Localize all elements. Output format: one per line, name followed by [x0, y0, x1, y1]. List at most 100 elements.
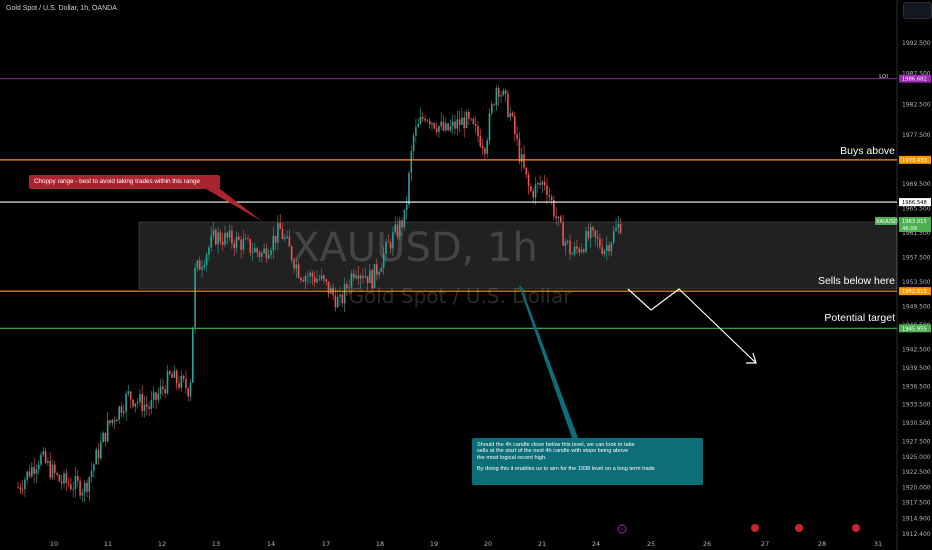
candle-body	[313, 277, 316, 283]
candle-body	[279, 223, 281, 230]
candle-body	[194, 267, 196, 328]
candle-body	[530, 186, 532, 192]
candle-body	[157, 393, 160, 400]
candle-body	[585, 231, 587, 252]
projection-arrow[interactable]	[627, 288, 757, 364]
candle-body	[187, 388, 189, 397]
candle-body	[580, 249, 583, 253]
candle-body	[401, 220, 403, 228]
candle-body	[415, 127, 417, 136]
us-flag-icon[interactable]	[852, 524, 860, 532]
candle-body	[249, 239, 252, 253]
candle-body	[389, 242, 392, 249]
candle-body	[54, 464, 56, 473]
candle-body	[541, 181, 544, 185]
symbol-tag	[875, 217, 897, 225]
candle-body	[31, 467, 33, 477]
price-tick-label: 1977.500	[902, 132, 931, 139]
candle-body	[387, 241, 390, 243]
candle-body	[539, 183, 541, 185]
strategy-note-line: Should the 4h candle close below this le…	[477, 442, 635, 448]
potential-target-tag-text: 1945.955	[902, 326, 927, 332]
candle-body	[495, 87, 498, 106]
candle-body	[583, 249, 585, 252]
candle-body	[148, 406, 150, 409]
candle-body	[81, 492, 84, 496]
candle-body	[311, 272, 314, 278]
price-tick-label: 1969.500	[902, 181, 931, 188]
candle-body	[373, 264, 376, 289]
candle-body	[215, 230, 217, 245]
candle-body	[113, 419, 116, 422]
candle-body	[40, 454, 42, 465]
candle-body	[224, 232, 226, 245]
candle-body	[599, 238, 601, 248]
choppy-range-box[interactable]	[138, 221, 898, 290]
candle-body	[37, 464, 40, 470]
price-tick-label: 1992.500	[902, 40, 931, 47]
candle-body	[28, 471, 31, 477]
level-lines[interactable]	[0, 78, 897, 329]
price-tick-label: 1925.000	[902, 454, 931, 461]
candle-body	[182, 376, 185, 379]
price-tags: 1986.682 1973.433 1966.548 1952.015 1945.955	[899, 74, 931, 333]
candle-body	[566, 240, 569, 242]
strategy-note-line: the most logical recent high.	[477, 454, 547, 461]
time-tick-label: 12	[158, 540, 166, 548]
price-tick-label: 1933.500	[902, 402, 931, 409]
candle-body	[169, 371, 171, 374]
candle-body	[548, 195, 551, 197]
choppy-range-note[interactable]: Choppy range - best to avoid taking trad…	[29, 175, 220, 189]
candle-body	[362, 275, 364, 278]
candle-body	[238, 236, 240, 240]
price-tick-label: 1982.500	[902, 101, 931, 108]
price-tick-label: 1961.500	[902, 230, 931, 237]
symbol-tag-text: XAUUSD	[876, 219, 898, 225]
time-axis[interactable]: 10 11 12 13 14 17 18 19 20 21 24 25 26 27 28 31	[50, 540, 882, 548]
white-level-tag-text: 1966.548	[902, 200, 927, 206]
candle-body	[129, 391, 132, 400]
time-tick-label: 11	[104, 540, 112, 548]
candle-body	[550, 196, 553, 201]
candle-body	[203, 265, 206, 268]
potential-target-tag	[899, 324, 931, 333]
candle-body	[369, 270, 371, 284]
candle-body	[578, 248, 580, 253]
candle-body	[516, 133, 518, 139]
candle-body	[152, 392, 155, 400]
low-line-tag	[899, 74, 931, 83]
candle-body	[60, 481, 63, 484]
lightning-icon[interactable]	[617, 524, 627, 534]
white-level-tag	[899, 198, 931, 207]
sells-below-tag-text: 1952.015	[902, 289, 927, 295]
buys-above-tag	[899, 155, 931, 164]
candle-body	[228, 230, 231, 238]
candle-body	[341, 294, 344, 304]
candle-body	[334, 295, 337, 308]
us-flag-icon[interactable]	[795, 524, 803, 532]
price-axis[interactable]: 1992.5001987.5001982.5001977.5001973.500…	[902, 40, 931, 538]
candle-body	[396, 224, 399, 237]
candle-body	[270, 250, 272, 256]
candle-body	[477, 125, 479, 137]
candle-body	[242, 239, 245, 250]
candle-body	[86, 482, 88, 492]
current-price: 1963.015	[902, 219, 927, 225]
candle-body	[357, 275, 360, 279]
candle-body	[192, 327, 194, 383]
candle-body	[136, 402, 139, 404]
price-tick-label: 1987.500	[902, 71, 931, 78]
candle-body	[258, 252, 261, 257]
candle-body	[212, 230, 215, 236]
us-flag-icon[interactable]	[751, 524, 759, 532]
teal-callout-pointer	[519, 286, 578, 438]
candle-body	[35, 469, 38, 474]
candle-body	[447, 123, 449, 131]
candle-body	[410, 150, 413, 173]
candle-body	[284, 237, 286, 240]
candle-body	[491, 104, 493, 114]
candle-body	[353, 273, 355, 278]
price-tick-label: 1914.900	[902, 516, 931, 523]
strategy-note[interactable]: Should the 4h candle close below this le…	[472, 438, 703, 485]
